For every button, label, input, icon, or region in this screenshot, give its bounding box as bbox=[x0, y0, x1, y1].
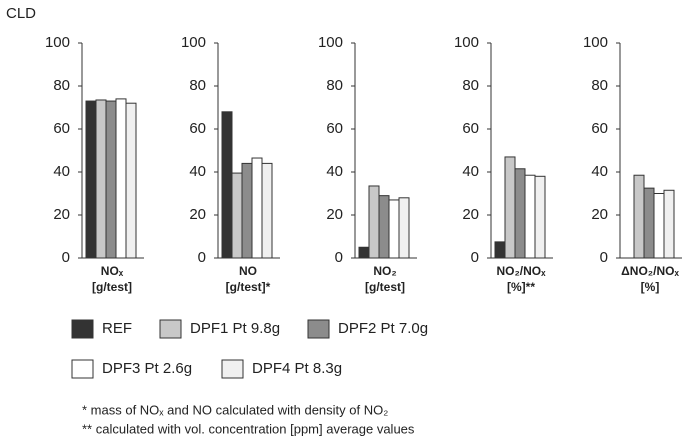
bar bbox=[378, 195, 390, 259]
y-tick-label: 40 bbox=[326, 163, 343, 180]
footnote: ** calculated with vol. concentration [p… bbox=[82, 421, 415, 436]
y-axis-title: CLD bbox=[6, 5, 36, 22]
bar bbox=[221, 111, 233, 259]
y-tick-label: 80 bbox=[462, 77, 479, 94]
y-tick-label: 80 bbox=[591, 77, 608, 94]
y-tick-label: 80 bbox=[326, 77, 343, 94]
y-tick-label: 100 bbox=[45, 34, 70, 51]
y-tick-label: 0 bbox=[62, 249, 70, 266]
y-tick-label: 100 bbox=[181, 34, 206, 51]
bar bbox=[514, 168, 526, 259]
x-tick-unit: [%] bbox=[641, 280, 660, 294]
bar bbox=[358, 246, 370, 259]
bar bbox=[261, 162, 273, 259]
legend-swatch bbox=[307, 319, 330, 339]
bar bbox=[653, 193, 665, 259]
legend-label: DPF1 Pt 9.8g bbox=[190, 320, 280, 337]
y-tick-label: 40 bbox=[462, 163, 479, 180]
x-tick-label: NO₂/NOₓ bbox=[496, 264, 546, 278]
y-tick-label: 20 bbox=[189, 206, 206, 223]
bar bbox=[494, 241, 506, 259]
legend-swatch bbox=[221, 359, 244, 379]
y-tick-label: 20 bbox=[591, 206, 608, 223]
bar bbox=[125, 102, 137, 259]
y-tick-label: 40 bbox=[189, 163, 206, 180]
y-tick-label: 0 bbox=[471, 249, 479, 266]
bar bbox=[398, 197, 410, 259]
y-tick-label: 100 bbox=[454, 34, 479, 51]
bar bbox=[251, 157, 263, 259]
legend-label: DPF4 Pt 8.3g bbox=[252, 360, 342, 377]
bar bbox=[534, 175, 546, 259]
y-tick-label: 100 bbox=[583, 34, 608, 51]
bar bbox=[115, 98, 127, 259]
legend-swatch bbox=[71, 359, 94, 379]
bar bbox=[105, 100, 117, 259]
y-tick-label: 80 bbox=[53, 77, 70, 94]
legend-label: REF bbox=[102, 320, 132, 337]
bar bbox=[95, 99, 107, 259]
legend-label: DPF3 Pt 2.6g bbox=[102, 360, 192, 377]
x-tick-label: NO₂ bbox=[373, 264, 396, 278]
y-tick-label: 0 bbox=[335, 249, 343, 266]
y-tick-label: 20 bbox=[326, 206, 343, 223]
bar bbox=[663, 189, 675, 259]
bar bbox=[231, 172, 243, 259]
x-tick-unit: [%]** bbox=[507, 280, 535, 294]
bar bbox=[524, 174, 536, 259]
x-tick-label: NOₓ bbox=[101, 264, 124, 278]
footnote: * mass of NOₓ and NO calculated with den… bbox=[82, 402, 388, 417]
y-tick-label: 60 bbox=[53, 120, 70, 137]
bar bbox=[504, 156, 516, 259]
bar bbox=[241, 162, 253, 259]
x-tick-label: NO bbox=[239, 264, 257, 278]
y-tick-label: 80 bbox=[189, 77, 206, 94]
y-tick-label: 60 bbox=[189, 120, 206, 137]
bar bbox=[368, 185, 380, 259]
y-tick-label: 20 bbox=[462, 206, 479, 223]
y-tick-label: 60 bbox=[591, 120, 608, 137]
legend-swatch bbox=[71, 319, 94, 339]
x-tick-unit: [g/test]* bbox=[226, 280, 271, 294]
y-tick-label: 60 bbox=[326, 120, 343, 137]
y-tick-label: 40 bbox=[591, 163, 608, 180]
y-tick-label: 40 bbox=[53, 163, 70, 180]
legend-swatch bbox=[159, 319, 182, 339]
x-tick-unit: [g/test] bbox=[365, 280, 405, 294]
legend-label: DPF2 Pt 7.0g bbox=[338, 320, 428, 337]
bar bbox=[643, 187, 655, 259]
x-tick-unit: [g/test] bbox=[92, 280, 132, 294]
y-tick-label: 0 bbox=[600, 249, 608, 266]
y-tick-label: 0 bbox=[198, 249, 206, 266]
y-tick-label: 100 bbox=[318, 34, 343, 51]
bar bbox=[388, 199, 400, 259]
bar bbox=[85, 100, 97, 259]
x-tick-label: ΔNO₂/NOₓ bbox=[621, 264, 679, 278]
y-tick-label: 20 bbox=[53, 206, 70, 223]
y-tick-label: 60 bbox=[462, 120, 479, 137]
bar bbox=[633, 174, 645, 259]
